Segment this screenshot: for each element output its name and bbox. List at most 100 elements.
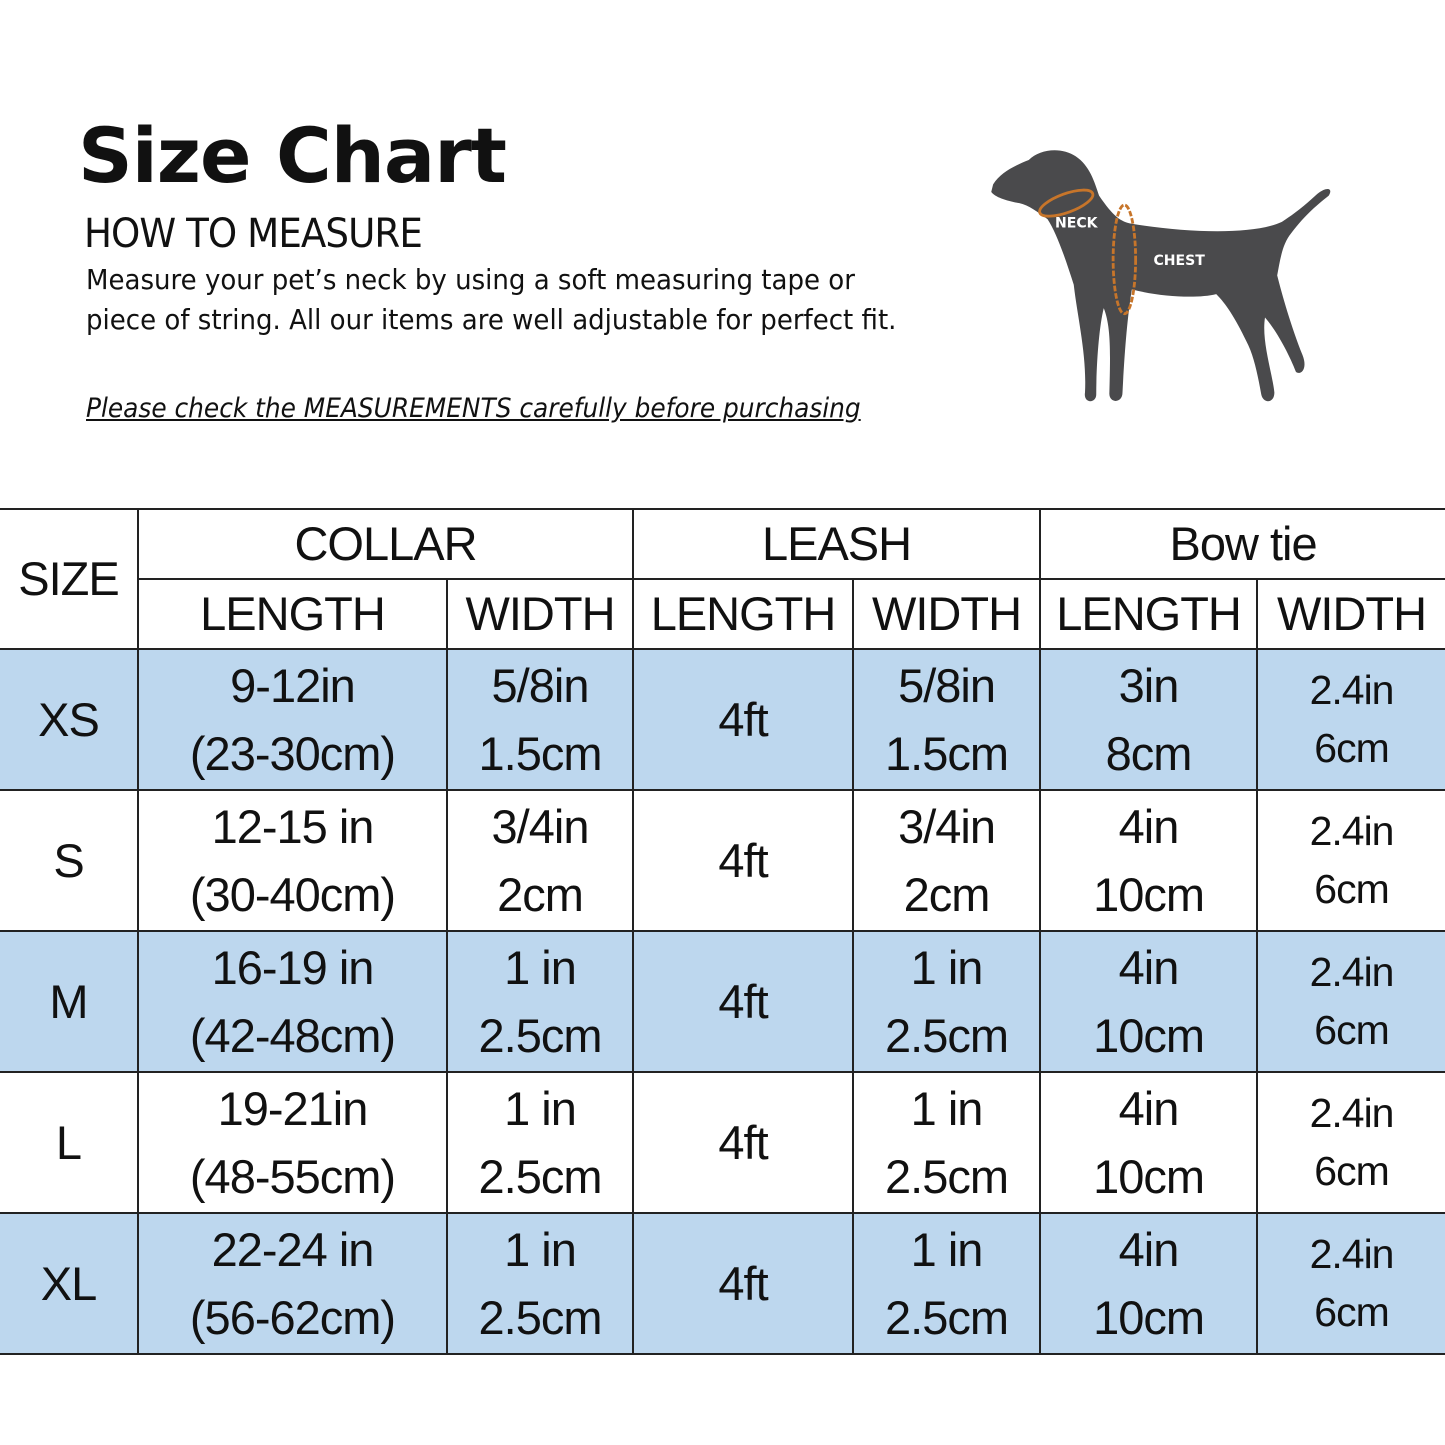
collar-width-cell: 1 in 2.5cm xyxy=(445,930,635,1074)
bowtie-length-cell-imperial: 4in xyxy=(1118,1222,1180,1276)
size-cell: S xyxy=(0,789,139,933)
leash-width-cell: 3/4in 2cm xyxy=(852,789,1042,933)
collar-length-cell: 12-15 in (30-40cm) xyxy=(137,789,448,933)
bowtie-length-cell: 3in 8cm xyxy=(1039,648,1259,792)
size-cell: M xyxy=(0,930,139,1074)
leash-width-cell: 1 in 2.5cm xyxy=(852,1212,1042,1356)
leash-length-header: LENGTH xyxy=(632,578,855,651)
collar-width-cell-metric: 2.5cm xyxy=(478,1149,603,1203)
leash-header: LEASH xyxy=(632,507,1042,581)
chest-label: CHEST xyxy=(1153,253,1205,269)
collar-width-cell-metric: 2cm xyxy=(497,867,584,921)
bowtie-length-cell: 4in 10cm xyxy=(1039,1212,1259,1356)
collar-length-cell: 9-12in (23-30cm) xyxy=(137,648,448,792)
collar-length-cell-metric: (23-30cm) xyxy=(189,726,396,780)
collar-length-cell-imperial: 9-12in xyxy=(230,658,356,712)
collar-header: COLLAR xyxy=(136,507,635,581)
leash-width-cell: 5/8in 1.5cm xyxy=(852,648,1042,792)
collar-length-cell-metric: (42-48cm) xyxy=(189,1008,396,1062)
bowtie-length-cell-metric: 10cm xyxy=(1093,867,1205,921)
leash-width-cell-imperial: 1 in xyxy=(910,1222,984,1276)
collar-length-header: LENGTH xyxy=(138,578,448,651)
neck-label: NECK xyxy=(1055,216,1099,232)
leash-length-cell: 4ft xyxy=(632,1071,855,1215)
bowtie-width-cell-imperial: 2.4in xyxy=(1309,667,1395,714)
collar-length-cell-imperial: 22-24 in xyxy=(211,1222,375,1276)
bowtie-header: Bow tie xyxy=(1039,507,1445,581)
purchase-note: Please check the MEASUREMENTS carefully … xyxy=(86,393,861,424)
size-cell: L xyxy=(0,1071,139,1215)
bowtie-width-cell-metric: 6cm xyxy=(1314,865,1389,912)
leash-width-cell-metric: 2.5cm xyxy=(885,1149,1009,1203)
bowtie-length-header: LENGTH xyxy=(1039,578,1259,651)
collar-length-cell: 19-21in (48-55cm) xyxy=(137,1071,448,1215)
leash-width-cell-metric: 2.5cm xyxy=(885,1008,1009,1062)
collar-length-cell-imperial: 19-21in xyxy=(217,1081,369,1135)
page-title: Size Chart xyxy=(78,111,507,200)
bowtie-width-cell-imperial: 2.4in xyxy=(1309,1090,1395,1137)
leash-width-cell-imperial: 3/4in xyxy=(898,799,996,853)
bowtie-length-cell: 4in 10cm xyxy=(1039,789,1259,933)
bowtie-length-cell-metric: 10cm xyxy=(1093,1008,1205,1062)
subtitle: HOW TO MEASURE xyxy=(84,211,423,257)
table-row: XL 22-24 in (56-62cm) 1 in 2.5cm 4ft 1 in 2.5cm… xyxy=(0,1212,1445,1356)
collar-length-cell-imperial: 16-19 in xyxy=(211,940,375,994)
leash-width-cell-imperial: 5/8in xyxy=(898,658,996,712)
bowtie-length-cell-imperial: 3in xyxy=(1118,658,1180,712)
leash-width-header: WIDTH xyxy=(852,578,1042,651)
bowtie-length-cell-metric: 10cm xyxy=(1093,1290,1205,1344)
collar-width-cell-metric: 1.5cm xyxy=(478,726,603,780)
size-cell: XS xyxy=(0,648,139,792)
table-row: XS 9-12in (23-30cm) 5/8in 1.5cm 4ft 5/8in 1.5cm… xyxy=(0,648,1445,792)
chest-tape-icon xyxy=(1111,203,1138,316)
size-header: SIZE xyxy=(0,507,139,651)
neck-tape-icon xyxy=(1038,188,1095,218)
bowtie-width-cell: 2.4in 6cm xyxy=(1256,930,1445,1074)
collar-width-cell-imperial: 1 in xyxy=(504,940,577,994)
bowtie-length-cell-imperial: 4in xyxy=(1118,940,1180,994)
bowtie-length-cell: 4in 10cm xyxy=(1039,930,1259,1074)
leash-width-cell: 1 in 2.5cm xyxy=(852,930,1042,1074)
bowtie-width-cell-imperial: 2.4in xyxy=(1309,808,1395,855)
collar-width-cell: 1 in 2.5cm xyxy=(445,1071,635,1215)
bowtie-width-cell-imperial: 2.4in xyxy=(1309,949,1395,996)
table-row: L 19-21in (48-55cm) 1 in 2.5cm 4ft 1 in 2.5cm 4i… xyxy=(0,1071,1445,1215)
bowtie-width-cell: 2.4in 6cm xyxy=(1256,789,1445,933)
leash-length-cell: 4ft xyxy=(632,648,855,792)
leash-width-cell-imperial: 1 in xyxy=(910,940,984,994)
collar-length-cell-imperial: 12-15 in xyxy=(211,799,375,853)
collar-width-cell: 3/4in 2cm xyxy=(445,789,635,933)
bowtie-width-cell-metric: 6cm xyxy=(1314,1288,1389,1335)
bowtie-length-cell: 4in 10cm xyxy=(1039,1071,1259,1215)
table-row: S 12-15 in (30-40cm) 3/4in 2cm 4ft 3/4in 2cm 4in… xyxy=(0,789,1445,933)
bowtie-length-cell-metric: 8cm xyxy=(1105,726,1193,780)
collar-length-cell-metric: (48-55cm) xyxy=(189,1149,396,1203)
bowtie-width-header: WIDTH xyxy=(1256,578,1445,651)
collar-length-cell-metric: (30-40cm) xyxy=(189,867,396,921)
collar-length-cell-metric: (56-62cm) xyxy=(189,1290,396,1344)
bowtie-width-cell: 2.4in 6cm xyxy=(1256,1071,1445,1215)
size-table: SIZE COLLAR LEASH Bow tie LENGTH WIDTH L… xyxy=(0,507,1445,1356)
collar-width-cell-imperial: 1 in xyxy=(504,1081,577,1135)
collar-width-cell-imperial: 3/4in xyxy=(491,799,590,853)
bowtie-width-cell: 2.4in 6cm xyxy=(1256,648,1445,792)
bowtie-width-cell-metric: 6cm xyxy=(1314,724,1389,771)
bowtie-width-cell-metric: 6cm xyxy=(1314,1006,1389,1053)
leash-width-cell: 1 in 2.5cm xyxy=(852,1071,1042,1215)
collar-width-cell: 5/8in 1.5cm xyxy=(445,648,635,792)
collar-length-cell: 22-24 in (56-62cm) xyxy=(137,1212,448,1356)
collar-width-cell-metric: 2.5cm xyxy=(478,1008,603,1062)
leash-length-cell: 4ft xyxy=(632,789,855,933)
collar-length-cell: 16-19 in (42-48cm) xyxy=(137,930,448,1074)
bowtie-width-cell-metric: 6cm xyxy=(1314,1147,1389,1194)
leash-width-cell-metric: 1.5cm xyxy=(885,726,1009,780)
leash-width-cell-metric: 2.5cm xyxy=(885,1290,1009,1344)
dog-measurement-illustration: NECK CHEST xyxy=(991,150,1331,402)
measure-instructions: Measure your pet’s neck by using a soft … xyxy=(86,263,897,336)
bowtie-length-cell-imperial: 4in xyxy=(1118,799,1180,853)
collar-width-cell-metric: 2.5cm xyxy=(478,1290,603,1344)
collar-width-cell-imperial: 5/8in xyxy=(491,658,590,712)
collar-width-header: WIDTH xyxy=(445,578,635,651)
size-cell: XL xyxy=(0,1212,139,1356)
dog-silhouette xyxy=(991,150,1331,402)
